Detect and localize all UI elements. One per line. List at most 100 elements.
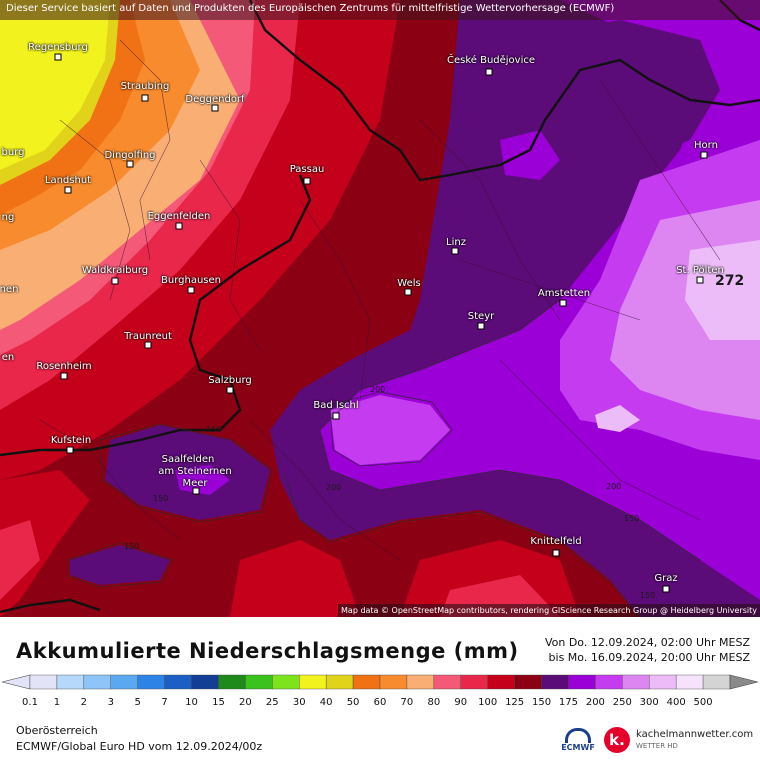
city-marker (559, 299, 567, 307)
scale-tick-label: 175 (558, 697, 578, 708)
map-attribution[interactable]: Map data © OpenStreetMap contributors, r… (338, 604, 760, 617)
region-label: Oberösterreich (16, 724, 98, 737)
forecast-period: Von Do. 12.09.2024, 02:00 Uhr MESZ bis M… (545, 635, 750, 665)
scale-tick-label: 5 (134, 697, 141, 708)
scale-tick-label: 400 (666, 697, 686, 708)
scale-swatch (595, 674, 623, 690)
city-marker (66, 446, 74, 454)
scale-tick-label: 60 (373, 697, 387, 708)
scale-swatch (137, 674, 165, 690)
period-to: bis Mo. 16.09.2024, 20:00 Uhr MESZ (548, 651, 750, 664)
scale-swatch (622, 674, 650, 690)
city-marker (54, 53, 62, 61)
scale-tick-label: 0.1 (22, 697, 38, 708)
scale-tick-label: 7 (161, 697, 168, 708)
city-marker (485, 68, 493, 76)
scale-tick-label: 80 (427, 697, 441, 708)
scale-tick-label: 3 (107, 697, 114, 708)
scale-swatch (568, 674, 596, 690)
scale-tick-label: 40 (319, 697, 333, 708)
scale-swatch (245, 674, 273, 690)
scale-tick-label: 70 (400, 697, 414, 708)
peak-value: 272 (715, 273, 745, 289)
city-marker (451, 247, 459, 255)
city-label[interactable]: Graz (654, 573, 678, 584)
scale-tick-label: 100 (478, 697, 498, 708)
city-marker (303, 177, 311, 185)
city-marker (187, 286, 195, 294)
isoline-label: 200 (606, 482, 622, 491)
city-label[interactable]: Passau (289, 164, 325, 175)
city-label[interactable]: Regensburg (28, 42, 88, 53)
city-marker (111, 277, 119, 285)
isoline-label: 150 (624, 514, 640, 523)
scale-tick-label: 25 (265, 697, 279, 708)
city-label[interactable]: Bad Ischl (313, 400, 359, 411)
city-label[interactable]: St. Pölten (676, 265, 724, 276)
scale-tick-label: 90 (454, 697, 468, 708)
city-label[interactable]: Knittelfeld (530, 536, 582, 547)
city-label[interactable]: Steyr (467, 311, 495, 322)
legend-title: Akkumulierte Niederschlagsmenge (mm) (16, 639, 519, 663)
isoline-label: 150 (153, 494, 169, 503)
scale-swatch (325, 674, 354, 690)
isoline-label: 200 (370, 385, 386, 394)
city-marker (700, 151, 708, 159)
city-label[interactable]: České Budějovice (446, 55, 536, 66)
city-marker (552, 549, 560, 557)
city-label[interactable]: Eggenfelden (147, 211, 211, 222)
city-marker (477, 322, 485, 330)
city-label[interactable]: Burghausen (161, 275, 221, 286)
city-label: Meer (182, 478, 208, 489)
scale-tick-label: 200 (585, 697, 605, 708)
scale-tick-label: 300 (639, 697, 659, 708)
city-label[interactable]: Traunreut (124, 331, 172, 342)
city-label[interactable]: Wels (397, 278, 421, 289)
period-from: Von Do. 12.09.2024, 02:00 Uhr MESZ (544, 636, 750, 649)
kachelmann-name: kachelmannwetter.com (636, 729, 754, 740)
scale-swatch (29, 674, 58, 690)
city-marker (64, 186, 72, 194)
scale-swatch (487, 674, 515, 690)
scale-swatch (164, 674, 192, 690)
city-marker (332, 412, 340, 420)
city-label-clipped: nen (0, 284, 19, 295)
city-label[interactable]: Rosenheim (36, 361, 92, 372)
city-label[interactable]: Horn (694, 140, 718, 151)
city-label[interactable]: Kufstein (50, 435, 92, 446)
scale-swatch (379, 674, 408, 690)
ecmwf-logo[interactable]: ECMWF (560, 728, 596, 758)
ecmwf-logo-icon (565, 728, 591, 743)
city-label[interactable]: Waldkraiburg (81, 265, 149, 276)
scale-tick-label: 20 (239, 697, 252, 708)
city-label[interactable]: Straubing (120, 81, 170, 92)
legend-panel: Akkumulierte Niederschlagsmenge (mm) Von… (0, 617, 760, 760)
scale-tick-label: 2 (80, 697, 88, 708)
isoline-label: 200 (326, 483, 342, 492)
kachelmann-logo-icon: k. (604, 727, 630, 753)
precipitation-field (0, 0, 760, 617)
city-label[interactable]: Saalfelden (161, 454, 215, 465)
scale-swatch (649, 674, 677, 690)
scale-swatch (272, 674, 300, 690)
city-label[interactable]: Deggendorf (185, 94, 245, 105)
city-label-clipped: ng (1, 212, 15, 223)
color-scale (1, 674, 759, 690)
city-label[interactable]: Amstetten (537, 288, 591, 299)
city-label: am Steinernen (158, 466, 232, 477)
city-label[interactable]: Dingolfing (104, 150, 156, 161)
scale-swatch (218, 674, 246, 690)
ecmwf-notice: Dieser Service basiert auf Daten und Pro… (6, 3, 615, 14)
scale-arrow-right (729, 674, 759, 690)
scale-tick-label: 15 (212, 697, 225, 708)
scale-swatch (406, 674, 435, 690)
precipitation-map[interactable]: Dieser Service basiert auf Daten und Pro… (0, 0, 760, 617)
city-label[interactable]: Salzburg (208, 375, 252, 386)
city-label[interactable]: Linz (446, 237, 466, 248)
city-label-clipped: en (1, 352, 15, 363)
city-label[interactable]: Landshut (44, 175, 92, 186)
city-marker (175, 222, 183, 230)
scale-tick-label: 250 (612, 697, 632, 708)
isoline-label: 150 (206, 425, 222, 434)
scale-tick-label: 50 (346, 697, 360, 708)
